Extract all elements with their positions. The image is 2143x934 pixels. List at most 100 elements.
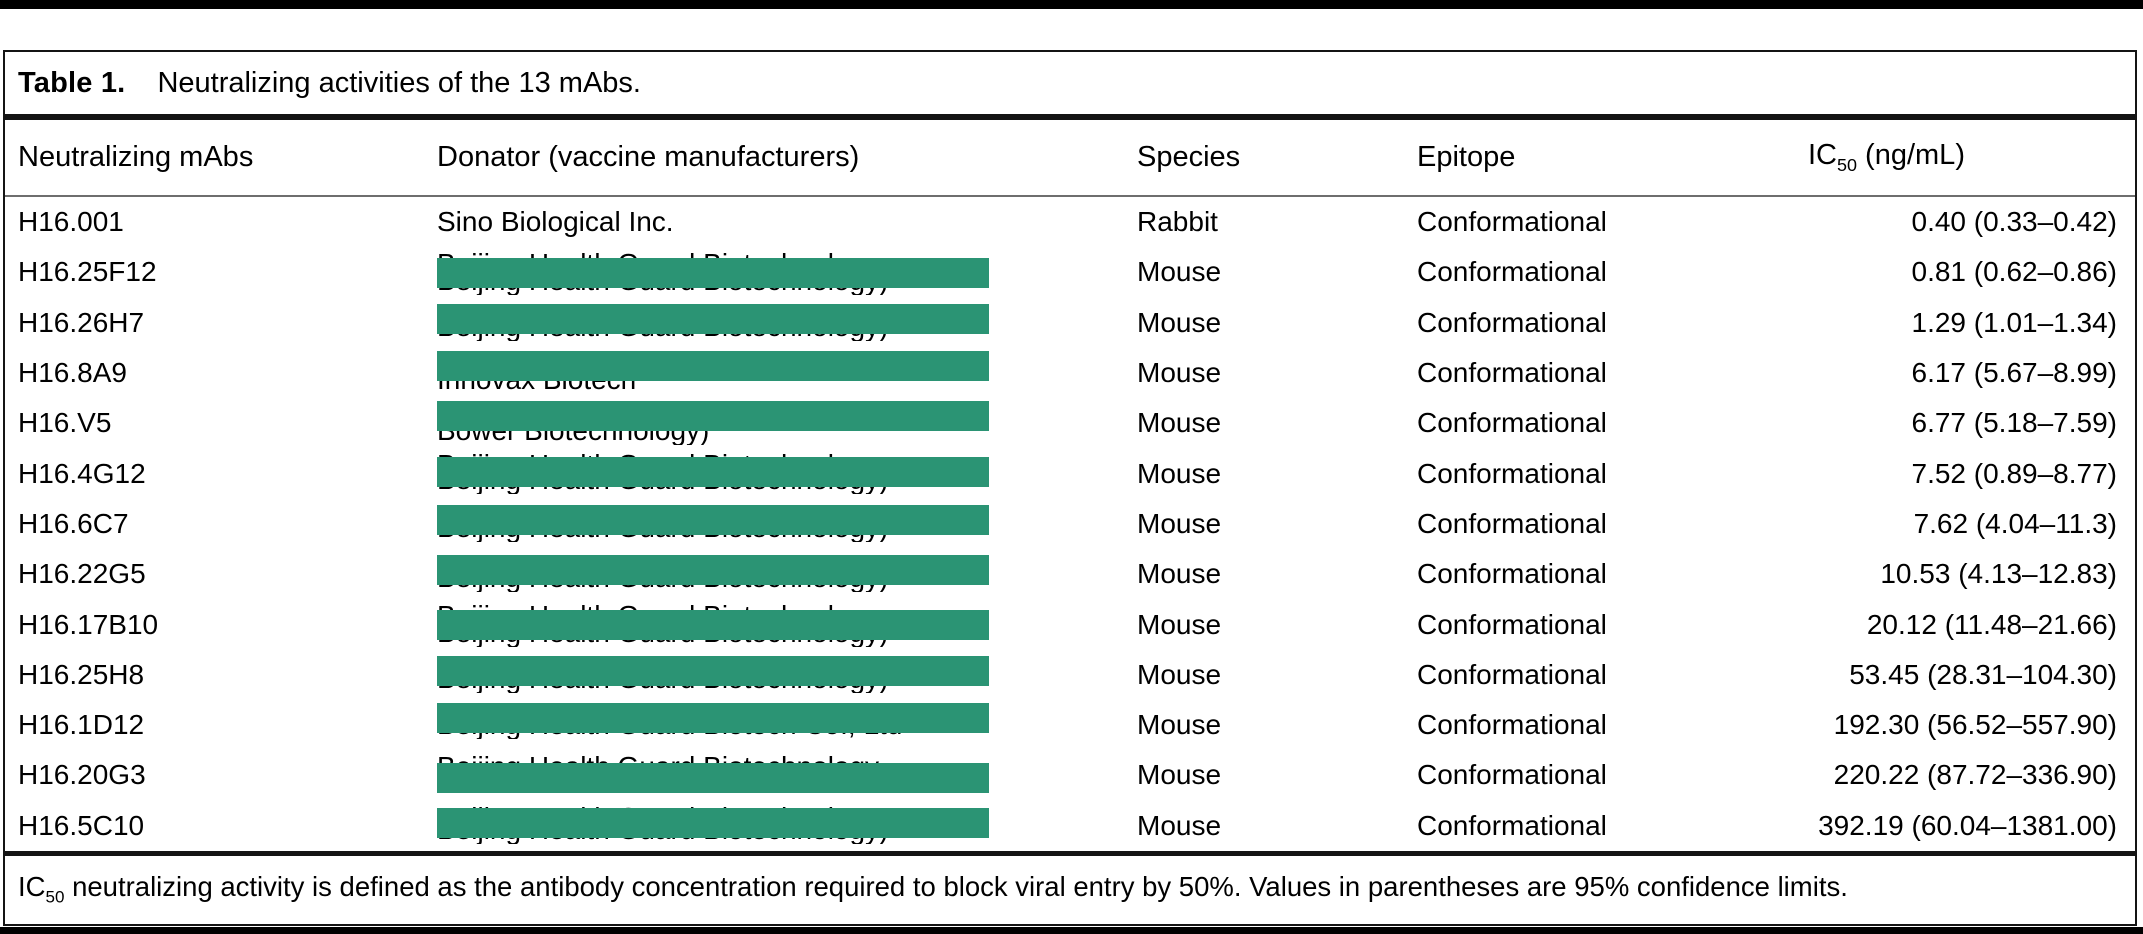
redaction-bar xyxy=(437,504,989,535)
epitope-cell: Conformational xyxy=(1417,407,1607,439)
column-header-donator: Donator (vaccine manufacturers) xyxy=(437,141,860,173)
mab-name-cell: H16.5C10 xyxy=(18,809,145,841)
table-row: H16.17B10 Beijing Health Guard Biotechnol… xyxy=(5,599,2135,649)
species-cell: Mouse xyxy=(1137,558,1222,590)
table-header-row: Neutralizing mAbs Donator (vaccine manuf… xyxy=(5,120,2135,195)
ic50-cell: 392.19 (60.04–1381.00) xyxy=(1818,809,2117,841)
ic50-cell: 0.40 (0.33–0.42) xyxy=(1911,206,2118,238)
ic50-cell: 7.52 (0.89–8.77) xyxy=(1911,457,2118,489)
mab-name-cell: H16.26H7 xyxy=(18,306,145,338)
column-header-ic50: IC50 (ng/mL) xyxy=(1808,139,1965,175)
redaction-bar xyxy=(437,401,989,432)
ic50-cell: 20.12 (11.48–21.66) xyxy=(1866,608,2117,640)
table-row: H16.25H8 Beijing Health Guard Biotechnolo… xyxy=(5,650,2135,700)
epitope-cell: Conformational xyxy=(1417,809,1607,841)
redaction-bar xyxy=(437,303,989,334)
donator-cell: Beijing Health Guard Biotechnology Beijin… xyxy=(437,549,1137,599)
donator-text: Sino Biological Inc. xyxy=(437,206,674,238)
mab-name-cell: H16.25F12 xyxy=(18,256,157,288)
donator-text-top-sliver: Beijing Health Guard Biotechnology xyxy=(437,602,997,610)
mab-name-cell: H16.1D12 xyxy=(18,709,145,741)
ic50-cell: 6.17 (5.67–8.99) xyxy=(1911,357,2118,389)
table-row: H16.26H7 Beijing Health Guard Biotechnolo… xyxy=(5,298,2135,348)
donator-text-bottom-sliver: Beijing Health Guard Biotech Co., Ltd xyxy=(437,733,997,739)
page-top-strip xyxy=(0,0,2143,9)
species-cell: Mouse xyxy=(1137,306,1222,338)
table-row: H16.25F12 Beijing Health Guard Biotechnol… xyxy=(5,247,2135,297)
epitope-cell: Conformational xyxy=(1417,306,1607,338)
donator-text-bottom-sliver: Beijing Health Guard Biotechnology) xyxy=(437,535,997,542)
epitope-cell: Conformational xyxy=(1417,558,1607,590)
redaction-bar xyxy=(437,555,989,586)
donator-text-top-sliver: Beijing Health Guard Biotechnology xyxy=(437,804,997,808)
donator-cell: Innovax Biotech xyxy=(437,348,1137,398)
species-cell: Mouse xyxy=(1137,608,1222,640)
table-row: H16.001 Sino Biological Inc. Rabbit Conform… xyxy=(5,197,2135,247)
mab-name-cell: H16.22G5 xyxy=(18,558,146,590)
table-frame: Table 1. Neutralizing activities of the … xyxy=(3,50,2137,926)
epitope-cell: Conformational xyxy=(1417,206,1607,238)
ic50-cell: 6.77 (5.18–7.59) xyxy=(1911,407,2118,439)
mab-name-cell: H16.17B10 xyxy=(18,608,159,640)
table-body: H16.001 Sino Biological Inc. Rabbit Conform… xyxy=(5,197,2135,851)
donator-text-top-sliver: Beijing Health Guard Biotechnology xyxy=(437,301,997,304)
redaction-bar xyxy=(437,350,989,381)
table-title: Table 1. Neutralizing activities of the … xyxy=(5,52,2135,114)
species-cell: Mouse xyxy=(1137,457,1222,489)
redaction-bar xyxy=(437,807,989,838)
mab-name-cell: H16.6C7 xyxy=(18,507,129,539)
donator-text-bottom-sliver: Innovax Biotech xyxy=(437,381,997,394)
donator-cell: Beijing Health Guard Biotechnology Beijin… xyxy=(437,247,1137,297)
donator-text-bottom-sliver: Beijing Health Guard Biotechnology) xyxy=(437,288,997,295)
donator-text-top-sliver: Beijing Health Guard Biotechnology xyxy=(437,653,997,656)
donator-cell: Beijing Health Guard Biotechnology Beijin… xyxy=(437,650,1137,700)
redaction-bar xyxy=(437,457,989,488)
species-cell: Mouse xyxy=(1137,709,1222,741)
table-number-label: Table 1. xyxy=(18,66,126,99)
species-cell: Mouse xyxy=(1137,407,1222,439)
donator-text-bottom-sliver: Beijing Health Guard Biotechnology) xyxy=(437,640,997,647)
donator-cell: Beijing Health Guard Biotechnology Beijin… xyxy=(437,499,1137,549)
mab-name-cell: H16.001 xyxy=(18,206,124,238)
ic50-cell: 10.53 (4.13–12.83) xyxy=(1880,558,2117,590)
mab-name-cell: H16.25H8 xyxy=(18,658,145,690)
table-row: H16.1D12 Beijing Health Guard Biotech Co.… xyxy=(5,700,2135,750)
donator-cell: Sino Biological Inc. xyxy=(437,197,1137,247)
table-row: H16.4G12 Beijing Health Guard Biotechnolo… xyxy=(5,448,2135,498)
epitope-cell: Conformational xyxy=(1417,709,1607,741)
ic50-cell: 53.45 (28.31–104.30) xyxy=(1849,658,2117,690)
table-row: H16.V5 Bower Biotechnology) Mouse Conformat… xyxy=(5,398,2135,448)
table-caption: Neutralizing activities of the 13 mAbs. xyxy=(157,66,641,99)
ic50-cell: 220.22 (87.72–336.90) xyxy=(1833,759,2117,791)
page-bottom-strip xyxy=(0,927,2143,934)
column-header-species: Species xyxy=(1137,141,1241,173)
donator-text-top-sliver: Beijing Health Guard Biotechnology xyxy=(437,451,997,457)
donator-cell: Beijing Health Guard Biotech Co., Ltd xyxy=(437,700,1137,750)
column-header-epitope: Epitope xyxy=(1417,141,1516,173)
epitope-cell: Conformational xyxy=(1417,608,1607,640)
rule-above-footnote xyxy=(5,850,2135,856)
table-row: H16.22G5 Beijing Health Guard Biotechnolo… xyxy=(5,549,2135,599)
table-row: H16.5C10 Beijing Health Guard Biotechnolo… xyxy=(5,801,2135,851)
mab-name-cell: H16.20G3 xyxy=(18,759,146,791)
epitope-cell: Conformational xyxy=(1417,357,1607,389)
table-row: H16.20G3 Beijing Health Guard Biotechnolo… xyxy=(5,750,2135,800)
redaction-bar xyxy=(437,702,989,733)
epitope-cell: Conformational xyxy=(1417,256,1607,288)
donator-text-top-sliver: Beijing Health Guard Biotechnology xyxy=(437,502,997,505)
ic50-cell: 0.81 (0.62–0.86) xyxy=(1911,256,2118,288)
donator-cell: Beijing Health Guard Biotechnology Beijin… xyxy=(437,599,1137,649)
donator-cell: Beijing Health Guard Biotechnology xyxy=(437,750,1137,800)
donator-text-bottom-sliver: Beijing Health Guard Biotechnology) xyxy=(437,585,997,592)
redaction-bar xyxy=(437,610,989,641)
species-cell: Mouse xyxy=(1137,809,1222,841)
rule-below-title xyxy=(5,114,2135,120)
donator-cell: Beijing Health Guard Biotechnology Beijin… xyxy=(437,298,1137,348)
epitope-cell: Conformational xyxy=(1417,507,1607,539)
donator-text-bottom-sliver: Beijing Health Guard Biotechnology) xyxy=(437,487,997,494)
donator-text-bottom-sliver: Bower Biotechnology) xyxy=(437,431,997,445)
donator-text-bottom-sliver: Beijing Health Guard Biotechnology) xyxy=(437,686,997,693)
epitope-cell: Conformational xyxy=(1417,759,1607,791)
donator-text-top-sliver: Beijing Health Guard Biotechnology xyxy=(437,552,997,555)
ic50-cell: 1.29 (1.01–1.34) xyxy=(1911,306,2118,338)
